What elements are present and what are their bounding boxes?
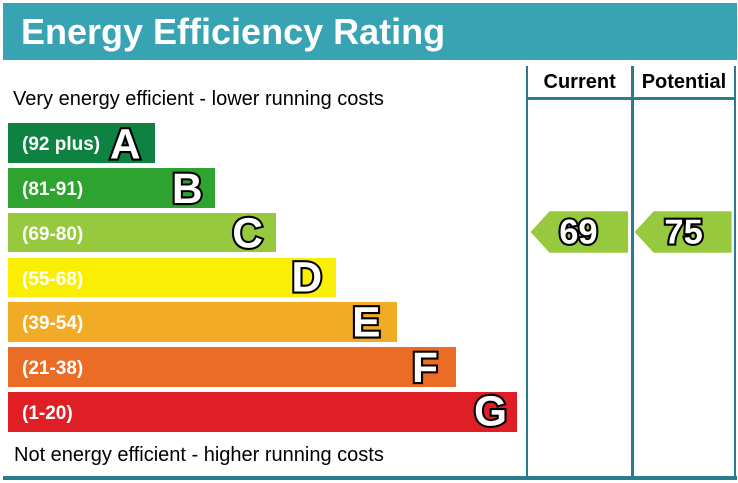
- svg-text:B: B: [172, 166, 203, 213]
- svg-text:C: C: [232, 210, 263, 257]
- svg-text:75: 75: [664, 214, 702, 252]
- svg-text:F: F: [412, 345, 438, 392]
- svg-text:G: G: [474, 388, 507, 435]
- svg-text:E: E: [352, 300, 380, 347]
- svg-text:A: A: [110, 121, 141, 168]
- svg-text:69: 69: [559, 214, 597, 252]
- svg-text:D: D: [291, 255, 322, 302]
